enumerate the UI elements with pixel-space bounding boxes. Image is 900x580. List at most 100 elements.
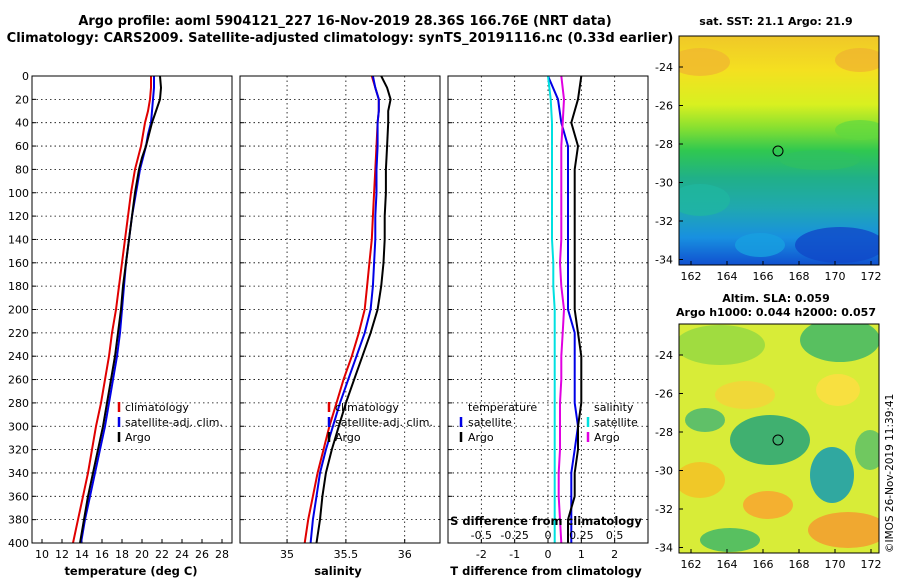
series-line-satellite-adj-clim- bbox=[309, 75, 380, 544]
difference-legend: temperature satellite Argo salinity sate… bbox=[459, 401, 638, 444]
depth-tick-label: 140 bbox=[8, 233, 29, 246]
x-tick-label: 20 bbox=[135, 548, 149, 561]
sst-axes: -24 -26 -28 -30 -32 -34 162 164 166 168 170 172 bbox=[655, 61, 881, 283]
sst-patches bbox=[679, 48, 879, 263]
series-line-argo bbox=[315, 75, 392, 544]
map-lat-label: -26 bbox=[655, 100, 673, 113]
map-lat-label: -28 bbox=[655, 138, 673, 151]
legend-climatology-label: climatology bbox=[335, 401, 399, 414]
difference-axis-label: T difference from climatology bbox=[450, 564, 642, 578]
temperature-axis-label: temperature (deg C) bbox=[64, 564, 197, 578]
map-lon-label: 172 bbox=[861, 558, 882, 571]
series-line-t-satellite bbox=[547, 75, 580, 543]
s-tick-label: -0.5 bbox=[471, 529, 492, 542]
legend-s-argo-label: Argo bbox=[594, 431, 620, 444]
sla-map-subtitle: Argo h1000: 0.044 h2000: 0.057 bbox=[676, 306, 876, 319]
map-lon-label: 172 bbox=[861, 270, 882, 283]
sla-frame bbox=[678, 323, 880, 554]
s-difference-axis-label: S difference from climatology bbox=[450, 514, 642, 528]
map-lon-label: 166 bbox=[753, 558, 774, 571]
depth-tick-label: 360 bbox=[8, 490, 29, 503]
header-line-2: Climatology: CARS2009. Satellite-adjuste… bbox=[7, 31, 674, 46]
s-difference-ticks: -0.5 -0.25 0 0.25 0.5 bbox=[471, 529, 624, 542]
map-lat-label: -26 bbox=[655, 388, 673, 401]
x-tick-label: 12 bbox=[55, 548, 69, 561]
depth-tick-label: 320 bbox=[8, 444, 29, 457]
depth-tick-label: 280 bbox=[8, 397, 29, 410]
map-lon-label: 164 bbox=[717, 558, 738, 571]
map-lon-label: 162 bbox=[681, 270, 702, 283]
series-line-s-argo bbox=[557, 75, 566, 544]
series-line-climatology bbox=[303, 75, 380, 544]
legend-salinity-title: salinity bbox=[594, 401, 634, 414]
sla-map bbox=[678, 323, 880, 554]
difference-panel: -2 -1 0 1 2 bbox=[447, 75, 649, 561]
temperature-panel: 0 20 40 60 80 100 120 140 160 180 200 220 240 260 280 3… bbox=[8, 70, 233, 561]
legend-climatology-label: climatology bbox=[125, 401, 189, 414]
depth-tick-label: 220 bbox=[8, 327, 29, 340]
x-tick-label: 35.5 bbox=[334, 548, 359, 561]
depth-tick-label: 160 bbox=[8, 257, 29, 270]
legend-satellite-label: satellite-adj. clim. bbox=[125, 416, 223, 429]
legend-satellite-label: satellite-adj. clim. bbox=[335, 416, 433, 429]
s-tick-label: 0.25 bbox=[569, 529, 594, 542]
depth-tick-label: 60 bbox=[15, 140, 29, 153]
sla-axes: -24 -26 -28 -30 -32 -34 162 164 166 168 170 172 bbox=[655, 349, 881, 571]
legend-argo-label: Argo bbox=[125, 431, 151, 444]
depth-tick-label: 260 bbox=[8, 374, 29, 387]
x-tick-label: 28 bbox=[215, 548, 229, 561]
map-lat-label: -32 bbox=[655, 215, 673, 228]
map-lon-label: 168 bbox=[789, 558, 810, 571]
x-tick-label: 14 bbox=[75, 548, 89, 561]
temperature-legend: climatology satellite-adj. clim. Argo bbox=[117, 401, 223, 444]
legend-t-argo-label: Argo bbox=[468, 431, 494, 444]
x-tick-label: 26 bbox=[195, 548, 209, 561]
argo-location-marker bbox=[772, 434, 784, 446]
depth-tick-label: 300 bbox=[8, 420, 29, 433]
panel-frame bbox=[239, 75, 441, 544]
salinity-legend: climatology satellite-adj. clim. Argo bbox=[327, 401, 433, 444]
imos-stamp: ©IMOS 26-Nov-2019 11:39:41 bbox=[884, 394, 896, 553]
x-tick-label: 2 bbox=[611, 548, 618, 561]
map-lon-label: 170 bbox=[825, 270, 846, 283]
depth-tick-label: 120 bbox=[8, 210, 29, 223]
map-lon-label: 168 bbox=[789, 270, 810, 283]
legend-temperature-title: temperature bbox=[468, 401, 537, 414]
x-tick-label: 24 bbox=[175, 548, 189, 561]
map-lat-label: -24 bbox=[655, 61, 673, 74]
legend-s-satellite-label: satellite bbox=[594, 416, 638, 429]
series-line-argo bbox=[79, 75, 163, 544]
depth-tick-label: 380 bbox=[8, 514, 29, 527]
map-lat-label: -34 bbox=[655, 542, 673, 555]
x-tick-label: 18 bbox=[115, 548, 129, 561]
x-tick-label: 1 bbox=[578, 548, 585, 561]
depth-tick-label: 0 bbox=[22, 70, 29, 83]
map-lat-label: -24 bbox=[655, 349, 673, 362]
map-lat-label: -32 bbox=[655, 503, 673, 516]
depth-tick-label: 340 bbox=[8, 467, 29, 480]
legend-t-satellite-label: satellite bbox=[468, 416, 512, 429]
map-lat-label: -30 bbox=[655, 177, 673, 190]
x-tick-label: 22 bbox=[155, 548, 169, 561]
header-line-1: Argo profile: aoml 5904121_227 16-Nov-20… bbox=[78, 14, 611, 29]
s-tick-label: 0 bbox=[545, 529, 552, 542]
map-lon-label: 170 bbox=[825, 558, 846, 571]
x-tick-label: 0 bbox=[545, 548, 552, 561]
sst-map-title: sat. SST: 21.1 Argo: 21.9 bbox=[699, 15, 852, 28]
x-tick-label: 36 bbox=[398, 548, 412, 561]
depth-tick-label: 180 bbox=[8, 280, 29, 293]
map-lat-label: -28 bbox=[655, 426, 673, 439]
series-line-s-satellite bbox=[547, 75, 556, 543]
x-tick-label: 16 bbox=[95, 548, 109, 561]
salinity-panel: 35 35.5 36 bbox=[239, 75, 441, 561]
x-tick-label: -1 bbox=[509, 548, 520, 561]
s-tick-label: 0.5 bbox=[606, 529, 624, 542]
depth-tick-label: 400 bbox=[8, 537, 29, 550]
map-lat-label: -34 bbox=[655, 254, 673, 267]
argo-location-marker bbox=[772, 145, 784, 157]
sst-frame bbox=[678, 35, 880, 266]
x-tick-label: -2 bbox=[476, 548, 487, 561]
depth-tick-label: 100 bbox=[8, 187, 29, 200]
map-lon-label: 166 bbox=[753, 270, 774, 283]
